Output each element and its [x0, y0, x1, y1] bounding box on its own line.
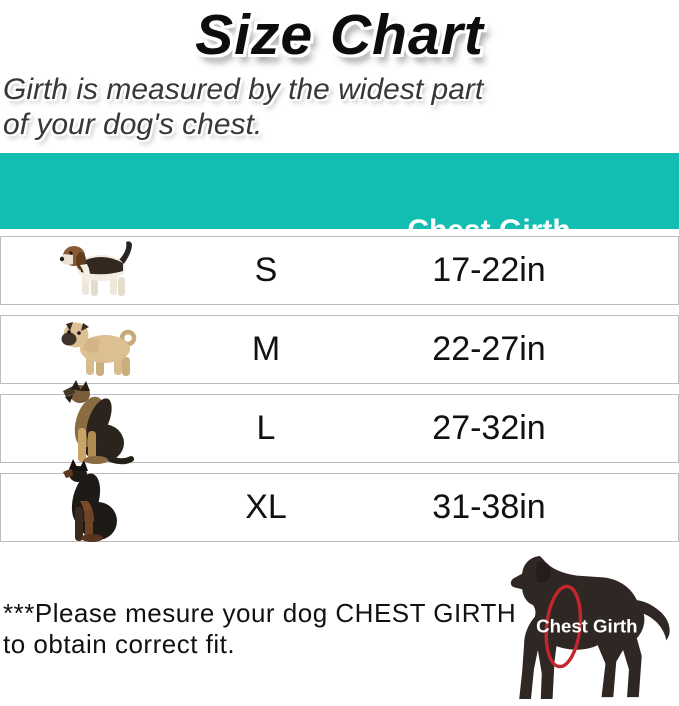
table-row: M 22-27in — [0, 315, 679, 384]
dog-silhouette — [510, 555, 670, 700]
dog-image-cell — [1, 459, 206, 542]
subtitle-line-1: Girth is measured by the widest part — [3, 73, 484, 106]
size-value: S — [254, 251, 278, 289]
subtitle: Girth is measured by the widest part of … — [3, 72, 679, 142]
chest-girth-label: Chest Girth — [536, 615, 637, 636]
size-value: M — [251, 330, 281, 368]
footnote-line-2: to obtain correct fit. — [3, 629, 236, 659]
table-row: S 17-22in — [0, 236, 679, 305]
doberman-dog-image — [63, 459, 117, 542]
girth-value: 31-38in — [432, 488, 546, 526]
german-shepherd-dog-image — [63, 380, 134, 465]
dog-image-cell — [1, 316, 206, 383]
pug-dog-image — [61, 322, 137, 376]
size-table: Size Chest Girth (Min-Max) inch — [0, 153, 679, 542]
girth-value: 27-32in — [432, 409, 546, 447]
girth-value: 22-27in — [432, 330, 546, 368]
girth-measure-ellipse — [544, 584, 583, 669]
size-value: XL — [245, 488, 287, 526]
table-row: XL 31-38in — [0, 459, 679, 542]
table-row: L 27-32in — [0, 380, 679, 465]
beagle-dog-image — [59, 241, 132, 296]
dog-ear — [535, 561, 551, 584]
subtitle-line-2: of your dog's chest. — [3, 108, 263, 141]
size-value: L — [256, 409, 276, 447]
footnote: ***Please mesure your dog CHEST GIRTH to… — [3, 598, 516, 660]
table-header: Size Chest Girth (Min-Max) inch — [0, 153, 679, 339]
page-title: Size Chart — [195, 3, 484, 67]
chest-girth-diagram: Chest Girth — [510, 555, 670, 700]
footer: ***Please mesure your dog CHEST GIRTH to… — [0, 546, 679, 706]
girth-value: 17-22in — [432, 251, 546, 289]
dog-image-cell — [1, 380, 206, 465]
dog-image-cell — [1, 237, 206, 304]
footnote-line-1: ***Please mesure your dog CHEST GIRTH — [3, 598, 517, 628]
